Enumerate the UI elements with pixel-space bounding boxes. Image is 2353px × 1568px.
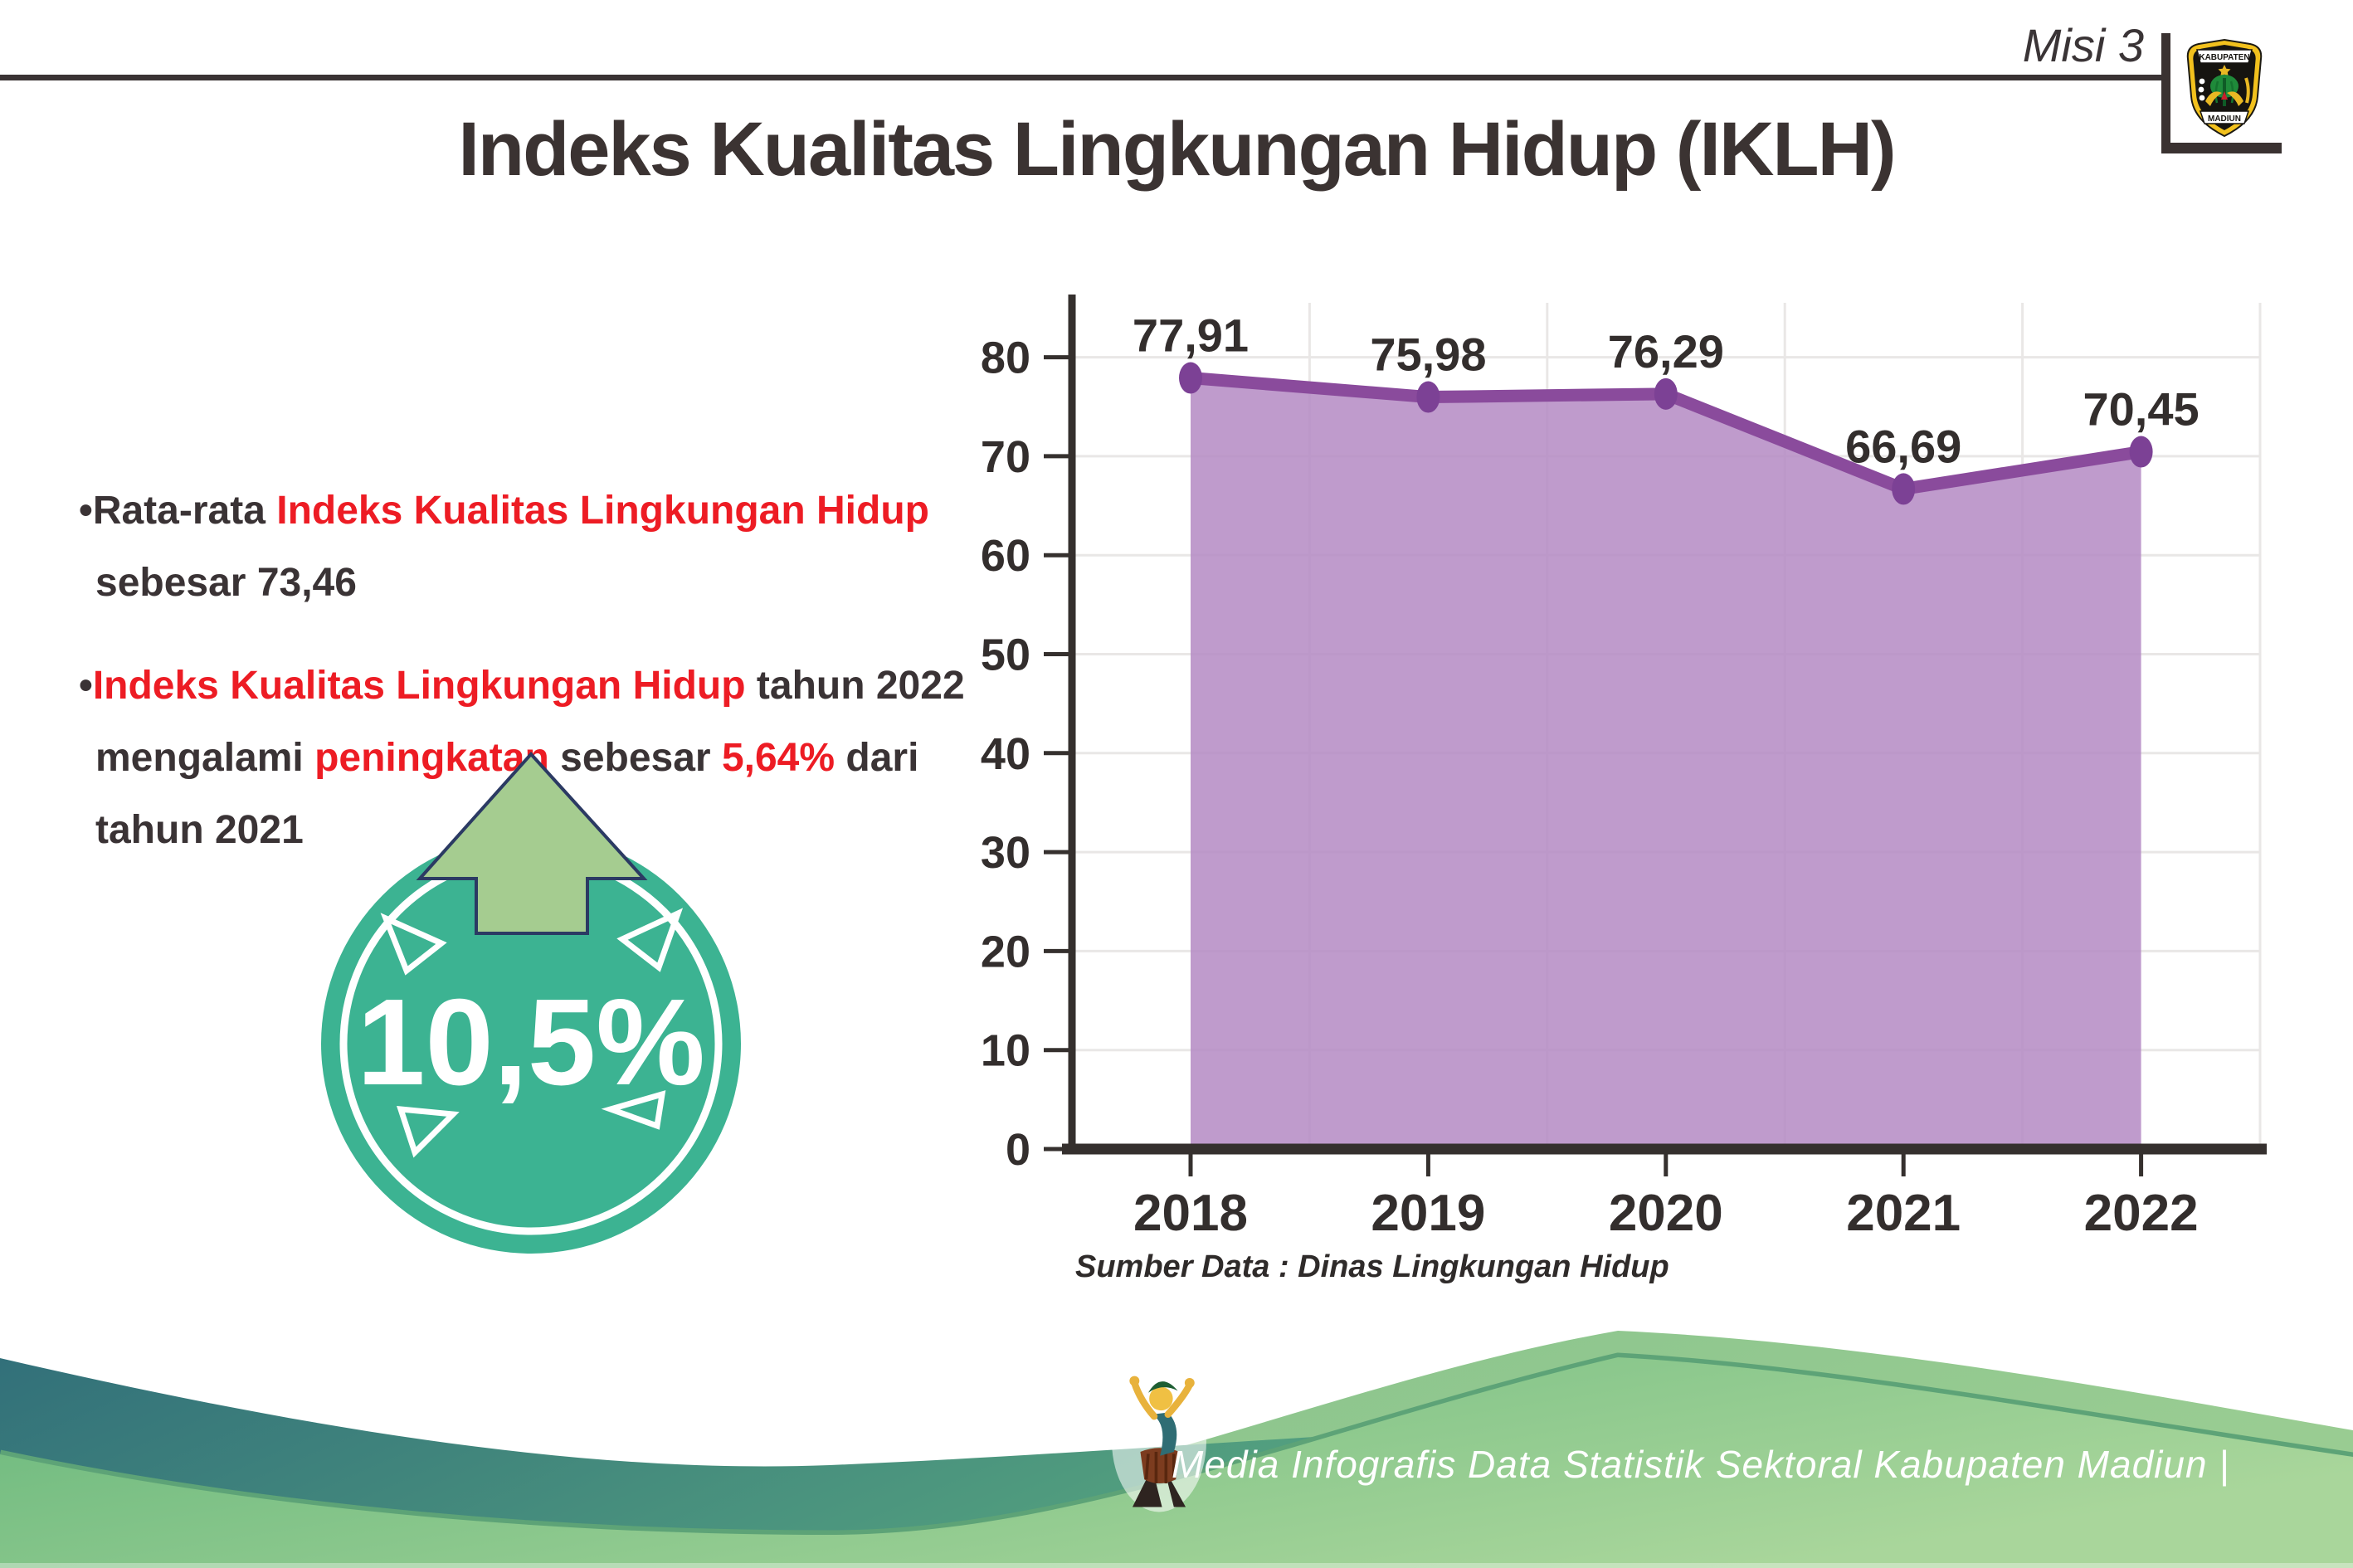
bullet-line: •Indeks Kualitas Lingkungan Hidup tahun … [79,650,1016,722]
emblem-bottom-text: MADIUN [2208,114,2241,124]
text-segment: Indeks Kualitas Lingkungan Hidup [276,489,929,533]
logo-frame-horizontal [2161,143,2282,153]
source-note: Sumber Data : Dinas Lingkungan Hidup [1075,1249,1669,1284]
x-axis-ticks: 2018 2019 2020 2021 2022 [1133,1149,2199,1242]
badge-spark-sw [397,1106,460,1158]
text-segment: tahun 2021 [95,808,304,853]
bullet-line: sebesar 73,46 [79,547,1016,619]
data-point-marker [2129,436,2153,468]
footer-caption: Media Infografis Data Statistik Sektoral… [1172,1443,2230,1486]
bullet-item-1: •Rata-rata Indeks Kualitas Lingkungan Hi… [79,475,1016,620]
text-segment: peningkatan [314,736,549,781]
y-tick-label: 30 [981,828,1030,878]
y-tick-label: 70 [981,432,1030,482]
text-segment: Rata-rata [92,489,277,533]
bullet-item-2: •Indeks Kualitas Lingkungan Hidup tahun … [79,650,1016,867]
badge-spark-se [601,1090,666,1130]
y-axis-ticks: 0 10 20 30 40 50 60 70 80 [981,334,1072,1175]
summary-bullets: •Rata-rata Indeks Kualitas Lingkungan Hi… [79,475,1016,867]
data-point-label: 76,29 [1608,325,1724,377]
footer-bottom-strip [0,1563,2353,1568]
bullet-line: •Rata-rata Indeks Kualitas Lingkungan Hi… [79,475,1016,547]
bullet-marker: • [79,489,93,533]
y-tick-label: 60 [981,531,1030,581]
data-point-marker [1892,473,1916,505]
up-arrow-icon [416,752,648,935]
emblem-top-text: KABUPATEN [2199,53,2249,62]
bullet-line: mengalami peningkatan sebesar 5,64% dari [79,722,1016,794]
header-rule [0,75,2161,80]
badge-spark-nw [380,913,447,976]
x-tick-label: 2019 [1371,1185,1485,1242]
badge-value: 10,5% [357,974,705,1111]
data-labels: 77,91 75,98 76,29 66,69 70,45 [1133,309,2200,473]
bullet-line: tahun 2021 [79,794,1016,866]
increase-badge: 10,5% [321,752,741,1254]
text-segment: mengalami [95,736,315,781]
text-segment: sebesar 73,46 [95,561,357,606]
text-segment: tahun 2022 [745,663,965,708]
data-point-marker [1654,377,1678,410]
x-tick-label: 2021 [1846,1185,1961,1242]
bullet-marker: • [79,663,93,708]
data-point-label: 70,45 [2083,383,2200,436]
data-point-marker [1179,362,1202,394]
y-tick-label: 80 [981,334,1030,383]
logo-frame-vertical [2161,33,2170,153]
dancer-mascot-icon [1112,1370,1206,1512]
y-tick-label: 40 [981,729,1030,779]
series-markers [1179,362,2153,505]
badge-spark-ne [616,908,684,972]
text-segment: sebesar [548,736,722,781]
data-point-marker [1416,381,1440,413]
series-area-fill [1191,377,2141,1149]
text-segment: 5,64% [721,736,835,781]
kabupaten-madiun-emblem-icon: KABUPATEN MADIUN [2186,38,2263,138]
page-title: Indeks Kualitas Lingkungan Hidup (IKLH) [458,107,1896,192]
y-tick-label: 10 [981,1026,1030,1076]
data-point-label: 77,91 [1133,309,1249,362]
mission-label: Misi 3 [2022,19,2144,71]
x-tick-label: 2018 [1133,1185,1248,1242]
y-tick-label: 50 [981,631,1030,680]
data-point-label: 75,98 [1370,329,1486,381]
y-tick-label: 0 [1006,1125,1030,1175]
footer-green-wave [0,1357,2353,1568]
x-tick-label: 2020 [1609,1185,1723,1242]
data-point-label: 66,69 [1845,420,1961,472]
text-segment: Indeks Kualitas Lingkungan Hidup [92,663,746,708]
iklh-area-chart: 0 10 20 30 40 50 60 70 80 2018 2019 2020 2021 2022 77,… [981,295,2267,1242]
x-tick-label: 2022 [2084,1185,2199,1242]
y-tick-label: 20 [981,927,1030,976]
text-segment: dari [835,736,919,781]
